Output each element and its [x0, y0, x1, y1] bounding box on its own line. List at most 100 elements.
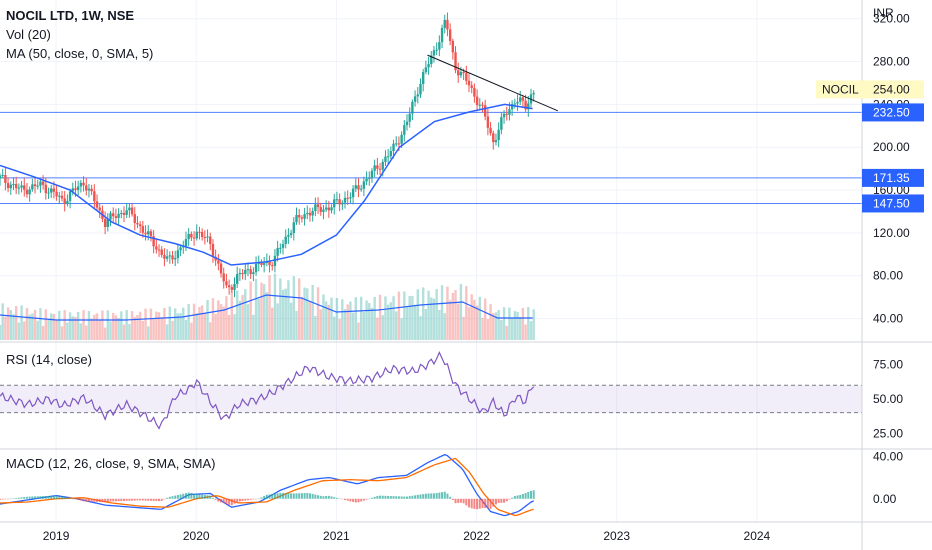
macd-histogram-bar: [4, 498, 7, 500]
volume-bar: [157, 312, 161, 340]
macd-histogram-bar: [500, 498, 503, 503]
macd-histogram-bar: [346, 498, 349, 501]
volume-bar: [219, 304, 223, 340]
macd-histogram-bar: [492, 498, 495, 507]
candle-body: [211, 243, 215, 257]
candle-body: [492, 133, 495, 143]
candle-body: [217, 260, 220, 264]
candle-body: [174, 258, 177, 260]
price-tags[interactable]: 232.50 171.35 147.50 NOCIL 254.00: [816, 80, 924, 213]
macd-histogram-bar: [174, 495, 177, 499]
candle-body: [235, 274, 239, 284]
volume-bar: [351, 312, 355, 340]
volume-bar: [187, 303, 190, 340]
macd-histogram-bar: [125, 498, 128, 501]
level-price-tag: 232.50: [873, 105, 910, 119]
candle-body: [481, 104, 484, 106]
trendline: [427, 54, 559, 112]
macd-histogram-bar: [136, 498, 139, 501]
candle-body: [114, 216, 118, 218]
candle-body: [41, 181, 45, 185]
candle-body: [4, 174, 7, 183]
volume-bar: [446, 286, 449, 340]
rsi-tick-label: 75.00: [873, 358, 903, 372]
candle-body: [31, 184, 34, 190]
volume-bar: [421, 287, 425, 340]
macd-histogram-bar: [449, 496, 452, 499]
macd-histogram-bar: [225, 498, 228, 505]
last-price-tag-bg[interactable]: [862, 80, 924, 99]
level-price-tag-bg[interactable]: [862, 103, 924, 122]
candle-body: [395, 143, 398, 145]
candle-body: [28, 189, 31, 195]
candle-body: [206, 236, 209, 238]
volume-bar: [112, 312, 115, 340]
macd-histogram-bar: [497, 498, 500, 503]
candle-body: [165, 256, 169, 259]
volume-bar: [411, 296, 414, 340]
candle-body: [192, 237, 196, 239]
symbol-tag-bg[interactable]: [816, 80, 864, 99]
candle-body: [335, 199, 339, 201]
macd-histogram-bar: [201, 494, 204, 499]
candle-body: [389, 151, 393, 157]
macd-histogram-bar: [163, 498, 166, 500]
volume-bar: [438, 309, 441, 340]
volume-bar: [505, 325, 508, 340]
candle-body: [384, 156, 387, 162]
macd-histogram-bar: [147, 498, 150, 501]
candle-body: [195, 231, 198, 239]
time-tick-label: 2020: [183, 529, 210, 543]
volume-bar: [405, 306, 409, 340]
volume-bar: [297, 278, 301, 340]
macd-histogram-bar: [220, 498, 223, 503]
volume-bar: [349, 301, 352, 340]
candle-body: [381, 161, 384, 170]
candle-body: [0, 175, 2, 179]
volume-bar: [451, 292, 455, 340]
candle-body: [44, 184, 48, 194]
macd-histogram-bar: [365, 498, 368, 500]
volume-bar: [14, 306, 18, 340]
time-tick-label: 2021: [323, 529, 350, 543]
level-price-tag-bg[interactable]: [862, 168, 924, 187]
volume-bar: [292, 276, 296, 340]
volume-bar: [287, 280, 290, 340]
volume-bar: [486, 319, 490, 340]
macd-histogram-bar: [292, 493, 295, 499]
candle-body: [60, 195, 64, 199]
macd-histogram-bar: [416, 494, 419, 499]
volume-bar: [4, 316, 7, 340]
macd-histogram-bar: [74, 498, 77, 500]
candle-body: [500, 117, 503, 130]
macd-histogram-bar: [446, 493, 449, 499]
candle-body: [330, 207, 333, 211]
volume-bar: [152, 318, 155, 340]
candle-body: [314, 204, 317, 211]
candle-body: [354, 185, 357, 189]
macd-histogram-bar: [484, 498, 487, 509]
candle-body: [23, 185, 26, 190]
macd-histogram-bar: [168, 496, 171, 499]
volume-bar: [47, 319, 50, 340]
volume-bar: [17, 322, 21, 340]
volume-bar: [424, 309, 428, 340]
macd-histogram-bar: [489, 498, 492, 509]
candle-body: [524, 100, 527, 110]
macd-histogram-bar: [486, 498, 489, 509]
candle-body: [249, 269, 252, 275]
candle-body: [465, 72, 468, 81]
signal-line: [0, 457, 534, 517]
volume-bar: [359, 296, 363, 340]
level-price-tag-bg[interactable]: [862, 194, 924, 213]
candle-body: [373, 165, 376, 171]
macd-histogram-bar: [85, 498, 88, 502]
macd-histogram-bar: [441, 492, 444, 499]
volume-bar: [133, 317, 136, 340]
macd-histogram-bar: [290, 493, 293, 499]
candle-body: [20, 185, 23, 188]
macd-histogram-bar: [532, 490, 535, 499]
macd-histogram-bar: [166, 497, 169, 499]
volume-bar: [214, 313, 217, 340]
macd-histogram-bar: [295, 493, 298, 499]
